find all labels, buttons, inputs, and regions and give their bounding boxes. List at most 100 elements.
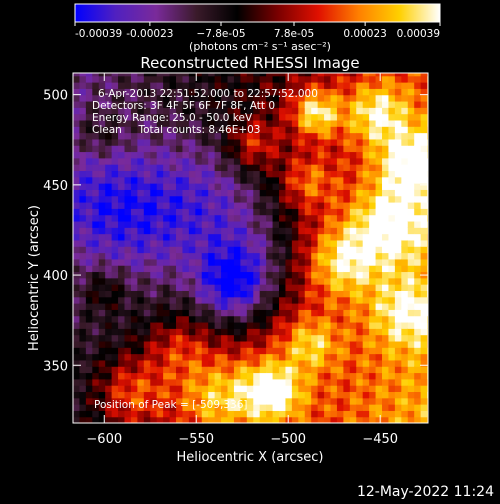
heatmap-cell	[143, 404, 151, 411]
heatmap-cell	[317, 246, 325, 254]
heatmap-cell	[407, 88, 415, 96]
heatmap-cell	[182, 271, 190, 279]
heatmap-cell	[362, 397, 370, 405]
heatmap-cell	[156, 246, 164, 254]
heatmap-cell	[343, 321, 351, 329]
heatmap-cell	[163, 214, 171, 222]
heatmap-cell	[124, 321, 132, 329]
heatmap-cell	[349, 164, 357, 172]
heatmap-cell	[369, 132, 377, 140]
heatmap-cell	[356, 277, 364, 285]
heatmap-cell	[324, 176, 332, 184]
heatmap-cell	[208, 410, 216, 418]
heatmap-cell	[156, 195, 164, 203]
heatmap-cell	[375, 82, 383, 89]
heatmap-cell	[118, 157, 126, 165]
heatmap-cell	[124, 284, 132, 291]
heatmap-cell	[388, 164, 396, 172]
heatmap-cell	[259, 138, 267, 146]
heatmap-cell	[298, 183, 306, 190]
heatmap-cell	[105, 214, 113, 222]
heatmap-cell	[156, 315, 164, 323]
heatmap-cell	[401, 277, 409, 285]
heatmap-cell	[111, 201, 119, 209]
heatmap-cell	[343, 157, 351, 165]
heatmap-cell	[195, 258, 203, 266]
heatmap-cell	[317, 164, 325, 172]
heatmap-cell	[401, 340, 409, 348]
heatmap-cell	[156, 151, 164, 159]
heatmap-cell	[330, 164, 338, 172]
heatmap-cell	[324, 75, 332, 83]
heatmap-cell	[304, 157, 312, 165]
heatmap-cell	[143, 303, 151, 310]
heatmap-cell	[246, 119, 254, 127]
heatmap-cell	[272, 277, 280, 285]
heatmap-cell	[169, 321, 177, 329]
heatmap-cell	[356, 359, 364, 367]
heatmap-cell	[163, 416, 171, 423]
heatmap-cell	[285, 315, 293, 323]
heatmap-cell	[349, 303, 357, 310]
heatmap-cell	[73, 239, 81, 247]
heatmap-cell	[124, 164, 132, 172]
heatmap-cell	[407, 214, 415, 222]
heatmap-cell	[266, 170, 274, 178]
heatmap-cell	[272, 201, 280, 209]
heatmap-cell	[79, 385, 87, 393]
heatmap-cell	[420, 353, 428, 361]
heatmap-cell	[221, 119, 229, 127]
x-tick-label: −500	[270, 432, 306, 447]
heatmap-cell	[233, 107, 241, 115]
heatmap-cell	[304, 372, 312, 380]
heatmap-cell	[227, 328, 235, 336]
heatmap-cell	[105, 328, 113, 336]
heatmap-cell	[156, 100, 164, 108]
heatmap-cell	[388, 347, 396, 355]
y-tick-label: 400	[43, 269, 68, 284]
heatmap-cell	[221, 214, 229, 222]
heatmap-cell	[214, 340, 222, 348]
heatmap-cell	[73, 397, 81, 405]
heatmap-cell	[208, 416, 216, 423]
heatmap-cell	[356, 321, 364, 329]
heatmap-cell	[150, 321, 158, 329]
heatmap-cell	[253, 385, 261, 393]
heatmap-cell	[343, 75, 351, 83]
colorbar	[74, 3, 441, 23]
heatmap-cell	[208, 113, 216, 121]
heatmap-cell	[407, 113, 415, 121]
heatmap-cell	[401, 151, 409, 159]
heatmap-cell	[362, 296, 370, 304]
heatmap-cell	[227, 334, 235, 342]
heatmap-cell	[362, 220, 370, 228]
heatmap-cell	[375, 246, 383, 254]
heatmap-cell	[382, 366, 390, 374]
heatmap-cell	[291, 201, 299, 209]
heatmap-cell	[73, 145, 81, 153]
heatmap-cell	[124, 113, 132, 121]
heatmap-cell	[382, 315, 390, 323]
heatmap-cell	[420, 347, 428, 355]
heatmap-cell	[105, 183, 113, 190]
heatmap-cell	[253, 290, 261, 298]
heatmap-cell	[291, 107, 299, 115]
heatmap-cell	[317, 94, 325, 102]
heatmap-cell	[317, 88, 325, 96]
heatmap-cell	[118, 73, 126, 77]
heatmap-cell	[137, 378, 145, 386]
heatmap-cell	[388, 309, 396, 317]
heatmap-cell	[401, 265, 409, 273]
heatmap-cell	[343, 359, 351, 367]
heatmap-cell	[176, 157, 184, 165]
heatmap-cell	[362, 151, 370, 159]
heatmap-cell	[311, 410, 319, 418]
heatmap-cell	[208, 233, 216, 241]
heatmap-cell	[98, 258, 106, 266]
heatmap-cell	[221, 315, 229, 323]
heatmap-cell	[401, 107, 409, 115]
heatmap-cell	[188, 410, 196, 418]
heatmap-cell	[130, 340, 138, 348]
heatmap-cell	[407, 334, 415, 342]
heatmap-cell	[388, 88, 396, 96]
